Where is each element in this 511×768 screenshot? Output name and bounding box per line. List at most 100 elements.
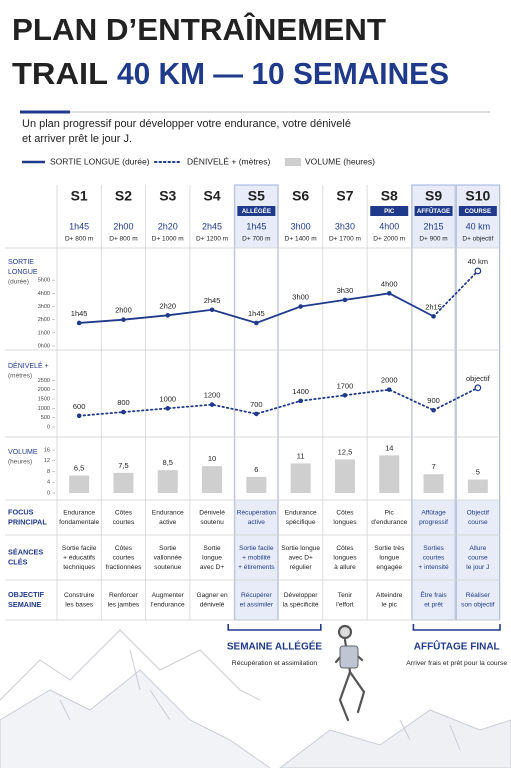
data-label: 8,5 [163,458,173,467]
table-cell: Allure [469,545,486,552]
table-cell: Sortie [159,545,177,552]
data-point [254,320,259,326]
table-cell: son objectif [461,602,495,609]
data-label: 1700 [337,381,354,390]
bar [157,470,178,493]
week-badge-label: COURSE [465,208,491,215]
data-label: 6,5 [74,464,84,473]
data-label: 2h00 [115,306,132,315]
y-tick-label: 0 [47,424,50,430]
table-cell: dénivelé [200,602,225,609]
data-label: 7 [431,462,435,471]
subtitle: et arriver prêt le jour J. [22,133,132,145]
table-cell: Augmenter [152,592,185,599]
bar [467,479,488,493]
target-label: objectif [466,374,491,383]
callout-bracket [227,624,322,631]
table-cell: Construire [64,592,95,599]
table-cell: + étirements [238,564,275,571]
data-label: 3h00 [292,292,309,301]
legend-label: SORTIE LONGUE (durée) [50,156,150,166]
table-cell: avec D+ [288,554,313,561]
week-duration: 1h45 [246,221,266,231]
table-cell: Développer [284,592,319,599]
week-highlight [455,185,500,248]
table-cell: et prêt [424,602,443,609]
target-connector [432,386,479,412]
table-cell: Objectif [467,510,490,517]
subtitle: Un plan progressif pour développer votre… [22,118,351,130]
table-cell: Sortie facile [62,545,97,552]
table-cell: soutenu [200,519,224,526]
data-point [342,392,348,398]
week-duration: 2h45 [202,221,222,231]
table-cell: active [248,519,266,526]
table-cell: longue [202,554,222,561]
week-highlight [455,500,500,620]
callout-text: Arriver frais et prêt pour la course [406,660,507,667]
table-cell: Renforcer [109,592,139,599]
data-point [121,317,126,322]
table-cell: fondamentale [59,519,99,526]
data-label: 1000 [159,394,176,403]
data-point [298,398,303,404]
target-label: 40 km [468,257,488,266]
week-elevation: D+ 700 m [242,236,270,243]
table-cell: Gagner en [196,592,227,599]
bar [423,474,444,493]
table-cell: Réaliser [466,592,491,599]
bar [290,463,311,493]
axis-title: SORTIE [8,259,34,266]
table-cell: fractionnées [105,564,142,571]
y-tick-label: 5h00 [38,278,50,284]
data-label: 4h00 [381,279,398,288]
table-cell: le jour J [466,564,489,571]
data-point [209,402,215,407]
y-tick-label: 12 [44,458,50,464]
table-cell: et assimiler [240,602,274,609]
table-cell: longues [333,519,357,526]
data-point [342,297,348,303]
table-cell: longue [379,554,399,561]
target-connector [432,270,479,318]
data-label: 12,5 [338,447,353,456]
week-highlight [411,185,456,248]
bar [202,466,223,493]
y-tick-label: 0h00 [38,343,50,349]
week-label: S7 [336,188,353,204]
table-cell: courtes [113,519,135,526]
y-tick-label: 1500 [38,396,50,402]
row-label: OBJECTIF [8,590,45,599]
week-duration: 3h30 [335,221,355,231]
table-cell: la spécificité [283,602,319,609]
data-label: 14 [385,443,393,452]
week-highlight [234,185,279,248]
week-badge-label: PIC [384,208,395,215]
table-cell: Dénivelé [199,510,225,517]
week-elevation: D+ 900 m [419,236,447,243]
table-cell: course [468,554,488,561]
data-label: 7,5 [118,461,128,470]
table-cell: Endurance [152,510,184,517]
table-cell: Côtes [336,510,354,517]
data-point [165,313,171,318]
row-label: SEMAINE [8,600,41,609]
bar [334,459,355,493]
week-elevation: D+ 1200 m [196,236,228,243]
week-badge-label: AFFÛTAGE [417,208,450,215]
y-tick-label: 2000 [38,387,50,393]
data-label: 800 [117,398,130,407]
week-highlight [411,500,456,620]
week-badge [370,206,409,216]
data-point [298,304,303,309]
title-line-1: PLAN D’ENTRAÎNEMENT [12,11,386,47]
week-elevation: D+ 2000 m [373,236,405,243]
target-point [474,267,482,275]
data-label: 700 [250,400,263,409]
table-cell: Être frais [420,590,447,599]
week-duration: 2h15 [424,221,444,231]
mountains [0,629,511,768]
week-badge [237,206,276,216]
table-cell: soutenue [154,564,181,571]
